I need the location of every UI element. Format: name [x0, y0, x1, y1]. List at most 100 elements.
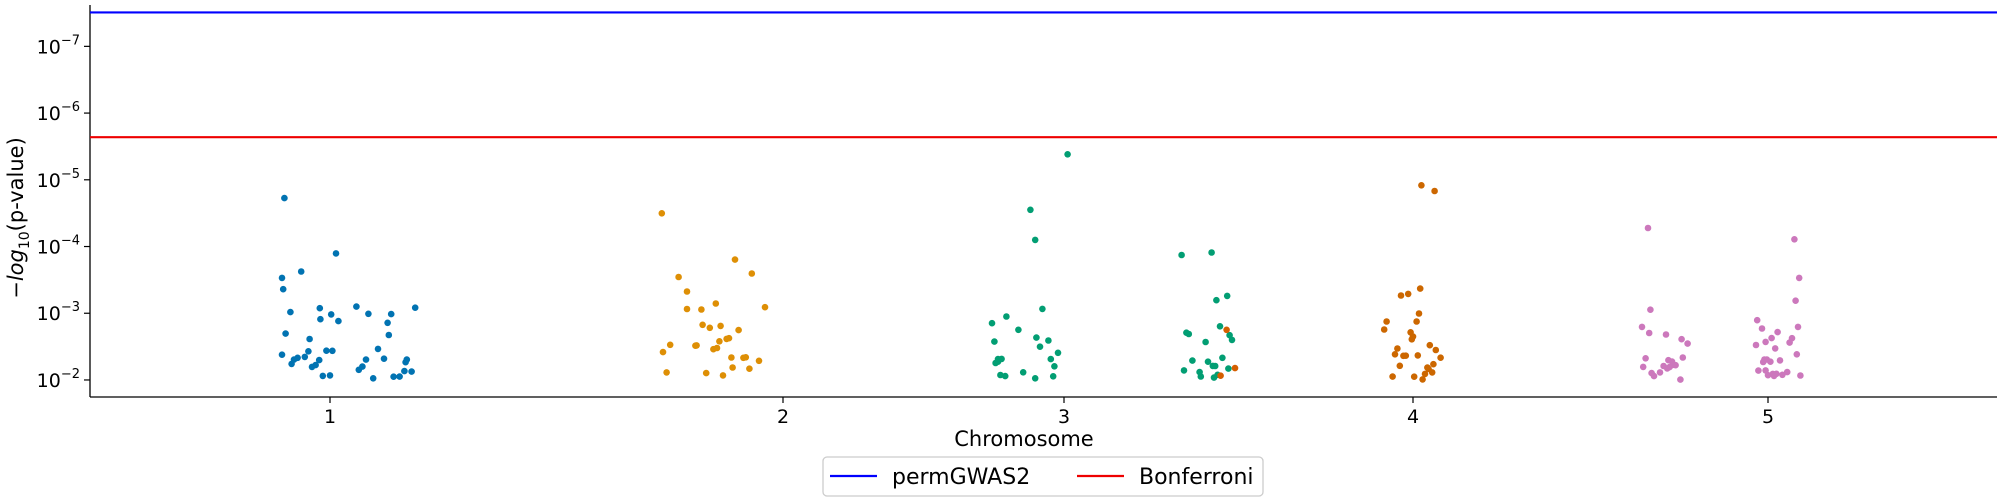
snp-point	[1051, 363, 1058, 370]
snp-point	[1178, 251, 1185, 259]
snp-point	[403, 356, 411, 363]
snp-point	[329, 347, 336, 355]
y-tick-label: 10−2	[37, 367, 80, 392]
snp-point	[988, 319, 996, 327]
snp-point	[1645, 329, 1653, 337]
legend-frame	[822, 456, 1264, 497]
snp-point	[1758, 325, 1766, 332]
snp-point	[316, 304, 324, 312]
snp-point	[384, 319, 391, 327]
y-tick-exponent: −7	[61, 33, 80, 48]
snp-point	[731, 256, 739, 263]
snp-point	[335, 317, 342, 325]
y-tick-base: 10	[37, 303, 61, 325]
snp-point	[1409, 333, 1417, 340]
snp-point	[1404, 290, 1412, 298]
snp-point	[1202, 338, 1209, 346]
snp-point	[1656, 369, 1664, 376]
snp-point	[1426, 341, 1434, 349]
snp-point	[278, 274, 286, 282]
data-points	[278, 151, 1804, 383]
y-tick-label: 10−7	[37, 33, 80, 58]
snp-point	[1047, 355, 1055, 363]
snp-point	[998, 355, 1005, 363]
snp-point	[385, 331, 393, 339]
snp-point	[699, 321, 706, 329]
snp-point	[702, 369, 710, 377]
snp-point	[1432, 346, 1440, 354]
snp-point	[359, 363, 366, 370]
snp-point	[1774, 328, 1781, 336]
y-ticks: 10−210−310−410−510−610−7	[37, 33, 90, 392]
snp-point	[315, 356, 323, 364]
snp-point	[1677, 376, 1684, 383]
snp-point	[1045, 337, 1052, 344]
snp-point	[408, 368, 415, 375]
snp-point	[1031, 236, 1039, 244]
snp-point	[1684, 340, 1691, 347]
snp-point	[1437, 354, 1444, 362]
snp-point	[712, 300, 720, 307]
snp-point	[1791, 236, 1798, 243]
svg-text:−log10(p-value): −log10(p-value)	[4, 137, 33, 299]
snp-point	[663, 369, 670, 376]
snp-point	[362, 356, 370, 363]
snp-point	[1428, 369, 1436, 376]
snp-point	[279, 285, 287, 293]
snp-point	[1383, 318, 1390, 325]
snp-point	[1413, 318, 1420, 325]
snp-point	[312, 361, 319, 369]
y-tick-exponent: −3	[61, 300, 80, 315]
snp-point	[675, 273, 682, 281]
snp-point	[1223, 326, 1230, 334]
snp-point	[1410, 373, 1418, 381]
snp-point	[1644, 224, 1652, 232]
snp-point	[1211, 362, 1219, 370]
snp-point	[1039, 305, 1046, 313]
snp-point	[1380, 326, 1388, 333]
y-tick-base: 10	[37, 170, 61, 192]
snp-point	[693, 342, 700, 349]
snp-point	[719, 372, 727, 379]
snp-point	[1027, 206, 1034, 214]
snp-point	[1031, 375, 1039, 382]
snp-point	[297, 268, 305, 275]
y-tick-exponent: −6	[61, 100, 80, 115]
snp-point	[1015, 326, 1022, 334]
snp-point	[1036, 343, 1044, 351]
snp-point	[748, 270, 756, 277]
snp-point	[1389, 373, 1396, 380]
snp-point	[1054, 349, 1062, 357]
x-tick-label: 1	[324, 406, 336, 428]
snp-point	[991, 338, 998, 345]
legend: permGWAS2 Bonferroni	[822, 456, 1264, 497]
snp-point	[746, 365, 753, 373]
plot-axes	[89, 5, 1997, 398]
snp-point	[1752, 341, 1760, 349]
y-axis-title-prefix: −	[4, 281, 28, 299]
snp-point	[1767, 358, 1774, 366]
snp-point	[1033, 334, 1040, 341]
snp-point	[1001, 372, 1009, 380]
snp-point	[1639, 363, 1647, 371]
x-axis-title: Chromosome	[954, 427, 1093, 451]
snp-point	[1185, 330, 1193, 338]
y-tick-base: 10	[37, 237, 61, 259]
snp-point	[1228, 336, 1236, 344]
snp-point	[387, 310, 395, 318]
snp-point	[1783, 368, 1791, 376]
snp-point	[1662, 331, 1670, 338]
snp-point	[323, 347, 330, 355]
snp-point	[1762, 338, 1769, 346]
y-tick-exponent: −5	[61, 167, 80, 182]
y-axis-title-log: log	[4, 249, 28, 281]
snp-point	[1219, 354, 1226, 362]
x-tick-label: 2	[777, 406, 789, 428]
snp-point	[1416, 285, 1424, 292]
x-ticks: 1 2 3 4 5	[324, 397, 1774, 428]
snp-point	[1679, 354, 1687, 361]
snp-point	[1397, 292, 1405, 299]
snp-point	[1430, 360, 1437, 368]
snp-point	[1793, 351, 1801, 358]
snp-point	[327, 311, 335, 318]
